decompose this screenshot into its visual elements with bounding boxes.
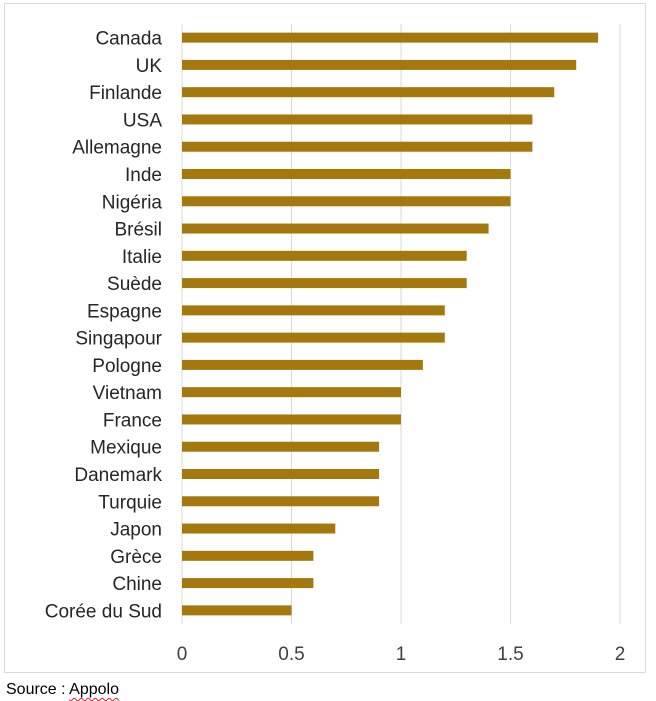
category-label: Turquie	[98, 492, 162, 513]
bar	[182, 114, 533, 125]
bar	[182, 605, 292, 616]
bar	[182, 550, 314, 561]
category-label: Japon	[110, 520, 162, 541]
x-tick-label: 2	[615, 644, 626, 665]
bar	[182, 250, 467, 261]
bar	[182, 305, 445, 316]
bar	[182, 223, 489, 234]
x-tick-label: 1.5	[497, 644, 523, 665]
bar	[182, 87, 555, 98]
category-label: Inde	[125, 165, 162, 186]
bar	[182, 523, 336, 534]
source-name: Appolo	[69, 681, 119, 698]
category-label: Chine	[112, 574, 162, 595]
bar	[182, 196, 511, 207]
category-label: Nigéria	[102, 192, 163, 213]
category-label: Danemark	[74, 465, 162, 486]
category-label: Suède	[107, 274, 162, 295]
bar	[182, 141, 533, 152]
bar	[182, 59, 577, 70]
category-label: Canada	[95, 29, 162, 50]
bar	[182, 359, 423, 370]
x-tick-label: 0	[177, 644, 188, 665]
bar	[182, 469, 380, 479]
category-label: Allemagne	[72, 138, 162, 159]
source-note: Source : Appolo	[6, 681, 119, 699]
category-label: Mexique	[90, 438, 162, 459]
category-label: Italie	[122, 247, 162, 268]
bar	[182, 578, 314, 589]
category-label: Singapour	[75, 329, 162, 350]
category-label: Brésil	[114, 220, 162, 241]
bar	[182, 441, 380, 452]
category-label: Vietnam	[93, 383, 162, 404]
bar	[182, 387, 401, 398]
category-label: France	[103, 410, 162, 431]
source-prefix: Source :	[6, 681, 70, 698]
x-tick-label: 0.5	[278, 644, 304, 665]
bar	[182, 414, 401, 425]
bar	[182, 32, 599, 43]
category-label: Pologne	[92, 356, 162, 377]
category-label: Corée du Sud	[45, 601, 162, 622]
category-label: Grèce	[110, 547, 162, 568]
bar	[182, 496, 380, 507]
bar	[182, 278, 467, 289]
category-label: USA	[123, 110, 162, 131]
category-label: UK	[136, 56, 163, 77]
category-label: Espagne	[87, 301, 162, 322]
bar	[182, 332, 445, 343]
x-tick-label: 1	[396, 644, 407, 665]
bar	[182, 169, 511, 179]
category-label: Finlande	[89, 83, 162, 104]
